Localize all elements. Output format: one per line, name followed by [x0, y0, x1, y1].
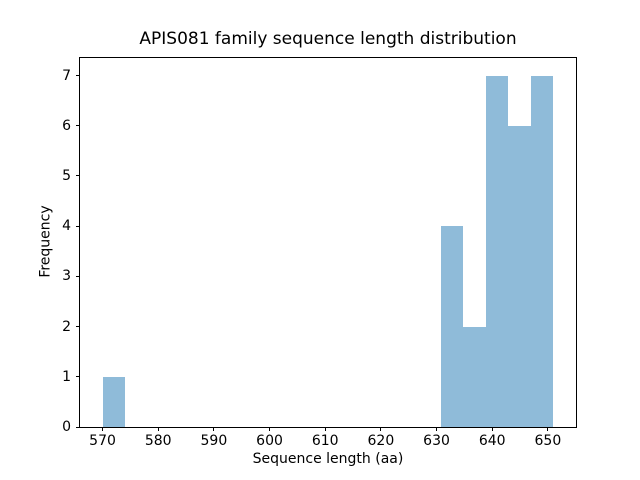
- chart-title: APIS081 family sequence length distribut…: [139, 29, 517, 49]
- x-tick-mark: [102, 427, 104, 431]
- y-tick-mark: [76, 376, 80, 378]
- histogram-bar: [508, 125, 531, 427]
- x-tick-mark: [547, 427, 549, 431]
- y-tick-mark: [76, 426, 80, 428]
- y-tick-label: 2: [62, 318, 71, 335]
- histogram-bar: [485, 75, 509, 427]
- y-tick-mark: [76, 275, 80, 277]
- y-tick-mark: [76, 75, 80, 77]
- y-tick-label: 1: [62, 368, 71, 385]
- x-tick-mark: [324, 427, 326, 431]
- histogram-bar: [102, 376, 126, 427]
- plot-area: 570 580 590 600 610 620 630 640 650 0 1 2 3 4 5 6 7: [62, 57, 577, 449]
- y-tick-mark: [76, 326, 80, 328]
- y-tick-mark: [76, 125, 80, 127]
- x-tick-label: 620: [367, 433, 395, 449]
- x-tick-label: 630: [423, 433, 450, 449]
- histogram-bar: [440, 226, 464, 427]
- x-tick-mark: [380, 427, 382, 431]
- x-tick-label: 650: [534, 433, 562, 449]
- y-tick-label: 0: [62, 419, 71, 435]
- x-tick-label: 600: [256, 433, 283, 449]
- y-tick-label: 3: [62, 268, 71, 285]
- y-tick-label: 7: [62, 67, 71, 84]
- x-tick-label: 640: [478, 433, 506, 449]
- x-tick-mark: [491, 427, 493, 431]
- y-tick-label: 6: [62, 117, 71, 134]
- histogram-bar: [530, 75, 554, 427]
- y-tick-label: 5: [62, 167, 71, 184]
- x-tick-label: 570: [89, 433, 116, 449]
- y-axis-label: Frequency: [37, 205, 54, 278]
- histogram-bar: [463, 326, 486, 427]
- x-tick-mark: [436, 427, 438, 431]
- x-tick-mark: [157, 427, 159, 431]
- x-tick-label: 590: [200, 433, 228, 449]
- x-tick-label: 610: [311, 433, 339, 449]
- x-tick-mark: [269, 427, 271, 431]
- y-tick-mark: [76, 225, 80, 227]
- y-tick-mark: [76, 175, 80, 177]
- y-tick-label: 4: [62, 218, 71, 235]
- x-tick-mark: [213, 427, 215, 431]
- x-tick-label: 580: [144, 433, 172, 449]
- x-axis-label: Sequence length (aa): [252, 451, 404, 467]
